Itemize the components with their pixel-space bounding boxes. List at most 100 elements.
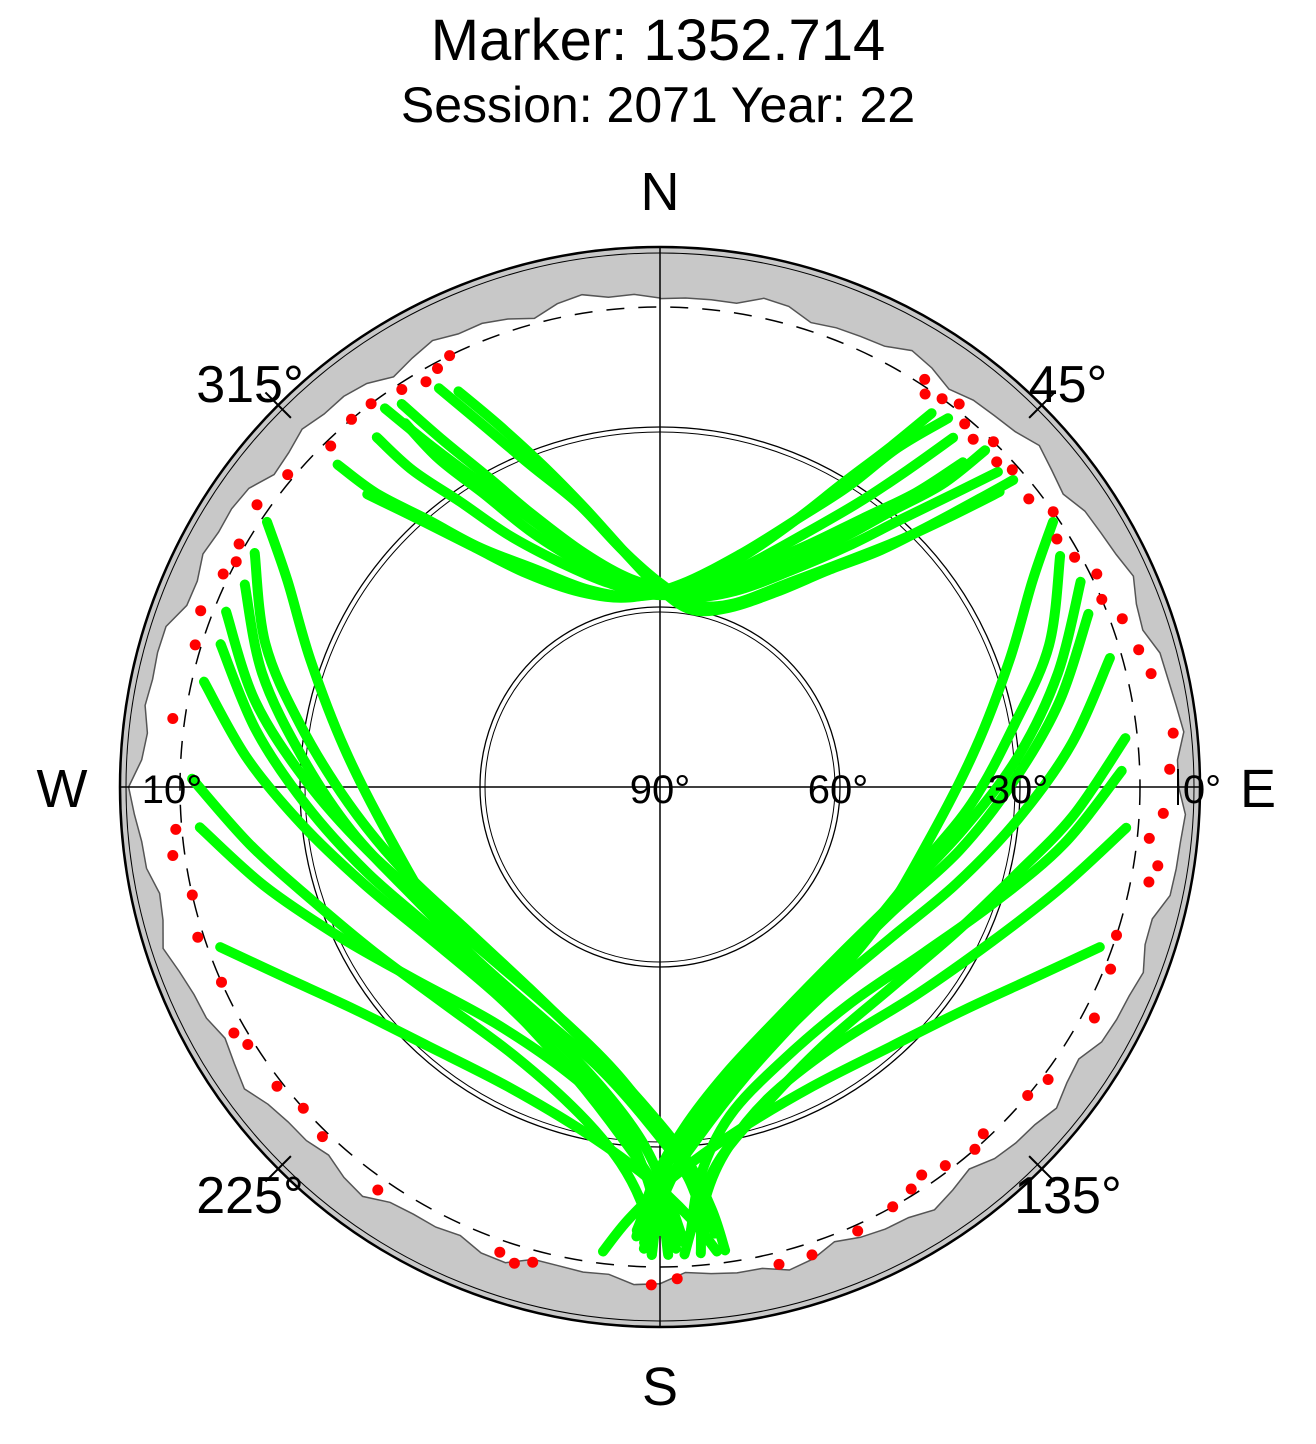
low-elevation-point: [167, 713, 179, 724]
low-elevation-point: [217, 568, 229, 580]
low-elevation-point: [1116, 613, 1128, 625]
satellite-track: [262, 516, 682, 1254]
low-elevation-point: [905, 1183, 917, 1195]
compass-south: S: [642, 1357, 678, 1417]
low-elevation-point: [1152, 860, 1164, 872]
low-elevation-point: [1006, 464, 1018, 476]
low-elevation-point: [773, 1258, 785, 1270]
satellite-tracks: [187, 383, 1132, 1260]
low-elevation-points: [167, 350, 1179, 1291]
elevation-label-90: 90°: [630, 768, 691, 812]
low-elevation-point: [233, 538, 245, 550]
low-elevation-point: [1133, 644, 1145, 656]
low-elevation-point: [170, 823, 182, 835]
low-elevation-point: [396, 384, 408, 395]
low-elevation-point: [1023, 493, 1035, 505]
low-elevation-point: [1047, 506, 1059, 518]
satellite-track: [221, 606, 720, 1239]
low-elevation-point: [919, 373, 931, 385]
azimuth-label-135: 135°: [1014, 1167, 1122, 1225]
low-elevation-point: [1088, 1012, 1100, 1024]
low-elevation-point: [420, 376, 432, 388]
low-elevation-point: [527, 1256, 539, 1268]
low-elevation-point: [671, 1273, 683, 1285]
low-elevation-point: [186, 889, 198, 901]
low-elevation-point: [346, 413, 357, 425]
low-elevation-point: [1145, 668, 1157, 680]
low-elevation-point: [1167, 727, 1179, 739]
azimuth-tick-135: [1028, 1155, 1056, 1183]
low-elevation-point: [372, 1184, 384, 1196]
low-elevation-point: [919, 388, 931, 400]
azimuth-label-225: 225°: [196, 1167, 304, 1225]
azimuth-tick-45: [1028, 391, 1056, 419]
low-elevation-point: [1022, 1090, 1034, 1101]
low-elevation-point: [195, 605, 207, 617]
satellite-track: [638, 516, 1058, 1254]
low-elevation-point: [365, 398, 377, 410]
low-elevation-point: [959, 418, 971, 430]
chart-subtitle: Session: 2071 Year: 22: [401, 77, 915, 133]
low-elevation-point: [967, 433, 979, 445]
low-elevation-point: [987, 436, 999, 448]
azimuth-tick-225: [264, 1155, 292, 1183]
polar-grid: [118, 245, 1202, 1329]
compass-east: E: [1240, 759, 1276, 819]
satellite-track: [433, 383, 1005, 612]
low-elevation-point: [230, 556, 242, 568]
azimuth-label-315: 315°: [196, 356, 304, 414]
low-elevation-point: [1069, 551, 1081, 563]
elevation-label-30: 30°: [988, 768, 1049, 812]
satellite-track: [400, 418, 991, 601]
low-elevation-point: [242, 1039, 254, 1050]
low-elevation-point: [1164, 763, 1176, 775]
low-elevation-point: [969, 1143, 981, 1155]
satellite-track: [215, 942, 722, 1257]
low-elevation-point: [1096, 593, 1108, 605]
polar-labels: N S W E 45° 135° 225° 315° 90° 60° 30° 0…: [37, 162, 1277, 1417]
low-elevation-point: [508, 1257, 520, 1269]
chart-title: Marker: 1352.714: [431, 8, 886, 73]
low-elevation-point: [1143, 876, 1155, 888]
low-elevation-point: [939, 1160, 951, 1172]
low-elevation-point: [189, 639, 201, 651]
low-elevation-point: [444, 350, 456, 362]
low-elevation-point: [494, 1246, 506, 1258]
low-elevation-point: [953, 398, 965, 410]
elevation-label-10: 10°: [142, 768, 203, 812]
low-elevation-point: [325, 440, 337, 452]
satellite-track: [598, 942, 1105, 1257]
satellite-track: [695, 822, 1132, 1259]
low-elevation-point: [1042, 1074, 1054, 1085]
low-elevation-point: [271, 1080, 283, 1092]
low-elevation-point: [432, 363, 443, 374]
low-elevation-point: [887, 1201, 899, 1213]
low-elevation-point: [167, 850, 179, 861]
low-elevation-point: [936, 393, 948, 405]
low-elevation-point: [645, 1279, 657, 1291]
compass-north: N: [641, 162, 680, 222]
low-elevation-point: [1111, 929, 1122, 941]
satellite-track: [187, 773, 657, 1260]
low-elevation-point: [316, 1131, 328, 1143]
low-elevation-point: [991, 456, 1003, 468]
low-elevation-point: [852, 1225, 864, 1237]
low-elevation-point: [1091, 568, 1103, 580]
low-elevation-point: [1143, 832, 1155, 844]
low-elevation-point: [297, 1102, 309, 1114]
low-elevation-point: [977, 1128, 989, 1140]
elevation-label-60: 60°: [808, 768, 869, 812]
low-elevation-point: [228, 1027, 240, 1039]
low-elevation-point: [282, 469, 294, 481]
azimuth-tick-315: [264, 391, 292, 419]
low-elevation-point: [251, 499, 263, 511]
compass-west: W: [37, 759, 88, 819]
azimuth-label-45: 45°: [1029, 356, 1108, 414]
low-elevation-point: [1157, 807, 1169, 819]
low-elevation-point: [192, 931, 204, 943]
low-elevation-point: [1105, 963, 1117, 975]
low-elevation-point: [916, 1169, 928, 1181]
low-elevation-point: [1051, 533, 1063, 545]
low-elevation-point: [216, 976, 227, 988]
